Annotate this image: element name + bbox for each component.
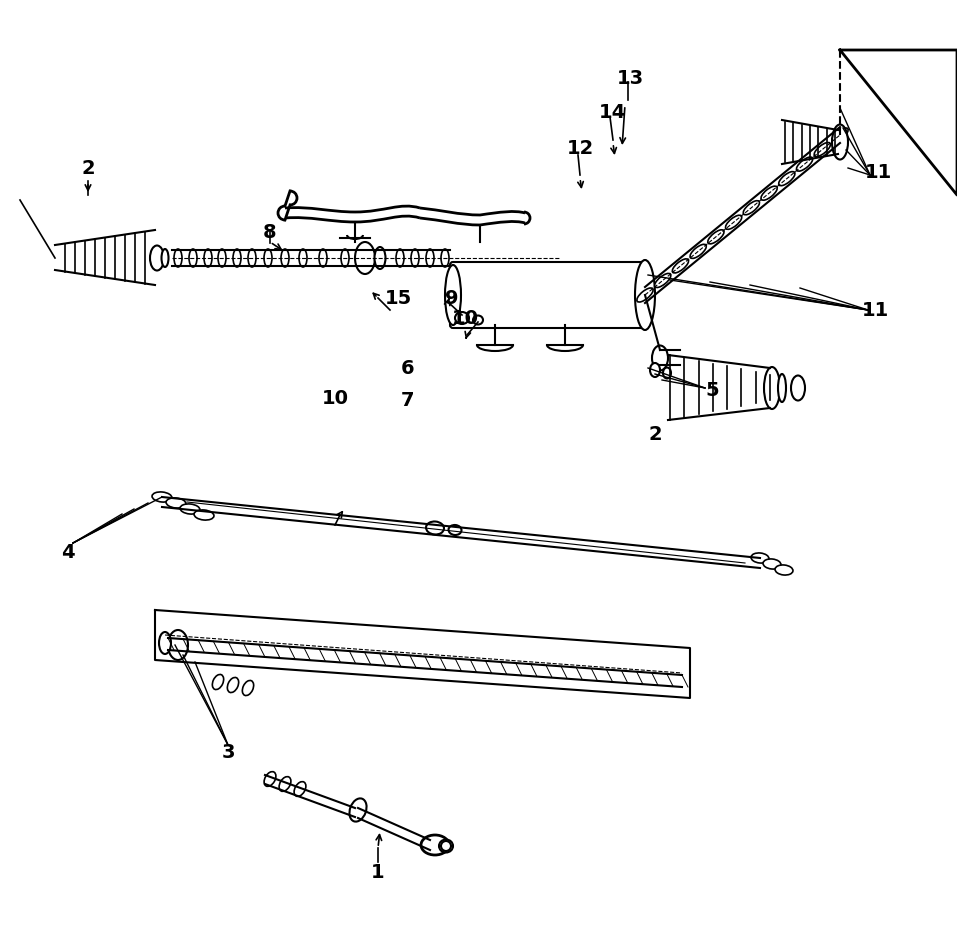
Ellipse shape [166, 498, 186, 508]
Ellipse shape [650, 363, 660, 377]
Ellipse shape [421, 835, 449, 855]
Ellipse shape [168, 630, 188, 660]
Ellipse shape [796, 157, 812, 171]
Ellipse shape [832, 124, 848, 160]
Ellipse shape [233, 249, 241, 267]
Ellipse shape [814, 143, 831, 157]
Ellipse shape [411, 249, 419, 267]
Ellipse shape [636, 288, 653, 302]
Ellipse shape [194, 510, 214, 520]
Ellipse shape [708, 230, 724, 244]
Text: 13: 13 [616, 68, 643, 88]
Ellipse shape [180, 504, 200, 514]
Ellipse shape [690, 244, 706, 258]
Text: 11: 11 [861, 300, 889, 319]
Text: 4: 4 [61, 544, 75, 563]
Ellipse shape [445, 265, 461, 325]
Ellipse shape [791, 375, 805, 400]
Text: 1: 1 [371, 862, 385, 882]
Text: 10: 10 [452, 309, 478, 327]
Ellipse shape [775, 565, 793, 575]
Ellipse shape [150, 245, 164, 271]
Ellipse shape [635, 260, 655, 330]
Ellipse shape [764, 367, 780, 409]
Ellipse shape [152, 492, 172, 502]
Ellipse shape [189, 249, 197, 267]
Text: 7: 7 [401, 391, 414, 410]
Ellipse shape [751, 553, 769, 563]
Ellipse shape [652, 345, 668, 370]
Ellipse shape [341, 249, 349, 267]
Ellipse shape [832, 128, 848, 142]
Ellipse shape [673, 258, 689, 273]
Ellipse shape [279, 776, 291, 791]
Ellipse shape [264, 249, 272, 267]
FancyBboxPatch shape [450, 262, 648, 328]
Ellipse shape [778, 374, 786, 402]
Text: 11: 11 [864, 162, 892, 182]
Text: 15: 15 [385, 288, 412, 308]
Ellipse shape [455, 312, 469, 324]
Ellipse shape [212, 675, 224, 689]
Ellipse shape [162, 249, 168, 267]
Text: 6: 6 [401, 358, 414, 378]
Ellipse shape [319, 249, 327, 267]
Text: 9: 9 [445, 288, 458, 308]
Ellipse shape [725, 216, 742, 230]
Ellipse shape [439, 840, 453, 853]
Ellipse shape [761, 186, 777, 201]
Text: 8: 8 [263, 222, 277, 242]
Ellipse shape [299, 249, 307, 267]
Ellipse shape [349, 799, 367, 822]
Ellipse shape [426, 522, 444, 535]
Text: 12: 12 [567, 138, 593, 158]
Ellipse shape [159, 632, 171, 654]
Text: 10: 10 [322, 388, 348, 408]
Ellipse shape [204, 249, 212, 267]
Ellipse shape [449, 525, 461, 535]
Ellipse shape [426, 249, 434, 267]
Ellipse shape [264, 772, 276, 787]
Ellipse shape [473, 315, 483, 325]
Ellipse shape [242, 680, 254, 696]
Ellipse shape [228, 677, 238, 692]
Text: 2: 2 [81, 159, 95, 177]
Ellipse shape [174, 249, 182, 267]
Ellipse shape [355, 242, 375, 274]
Ellipse shape [396, 249, 404, 267]
Ellipse shape [441, 249, 449, 267]
Ellipse shape [248, 249, 256, 267]
Ellipse shape [281, 249, 289, 267]
Ellipse shape [779, 172, 795, 186]
Text: 2: 2 [648, 425, 662, 444]
Ellipse shape [294, 782, 306, 797]
Text: 5: 5 [705, 381, 719, 399]
Ellipse shape [663, 368, 671, 379]
Text: 14: 14 [598, 103, 626, 121]
Ellipse shape [744, 201, 760, 215]
Circle shape [441, 841, 451, 851]
Ellipse shape [218, 249, 226, 267]
Ellipse shape [655, 273, 671, 287]
Text: 3: 3 [221, 743, 234, 761]
Ellipse shape [763, 559, 781, 569]
Ellipse shape [374, 247, 386, 269]
